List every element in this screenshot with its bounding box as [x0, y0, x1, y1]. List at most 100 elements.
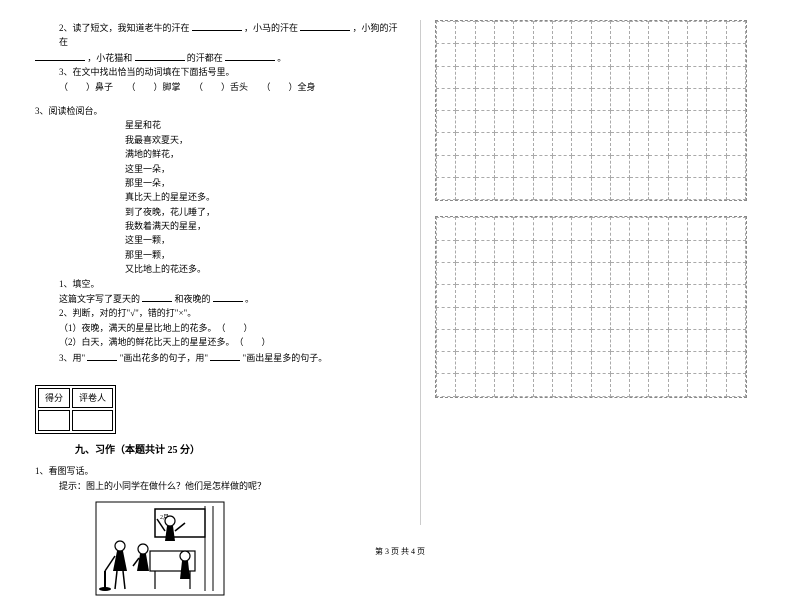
writing-cell[interactable]	[494, 218, 513, 240]
writing-cell[interactable]	[533, 133, 552, 155]
writing-cell[interactable]	[610, 88, 629, 110]
writing-cell[interactable]	[475, 66, 494, 88]
writing-cell[interactable]	[475, 44, 494, 66]
writing-cell[interactable]	[494, 178, 513, 200]
writing-cell[interactable]	[552, 178, 571, 200]
writing-cell[interactable]	[456, 22, 475, 44]
blank-field[interactable]	[135, 50, 185, 61]
writing-cell[interactable]	[591, 262, 610, 284]
writing-cell[interactable]	[610, 240, 629, 262]
writing-cell[interactable]	[630, 218, 649, 240]
writing-cell[interactable]	[630, 374, 649, 396]
writing-cell[interactable]	[707, 155, 726, 177]
blank-field[interactable]	[35, 50, 85, 61]
writing-cell[interactable]	[572, 178, 591, 200]
writing-cell[interactable]	[552, 329, 571, 351]
writing-cell[interactable]	[494, 352, 513, 374]
writing-cell[interactable]	[533, 240, 552, 262]
writing-cell[interactable]	[649, 133, 668, 155]
writing-cell[interactable]	[707, 240, 726, 262]
writing-cell[interactable]	[688, 218, 707, 240]
writing-cell[interactable]	[726, 329, 745, 351]
writing-cell[interactable]	[552, 218, 571, 240]
writing-cell[interactable]	[707, 374, 726, 396]
writing-cell[interactable]	[572, 218, 591, 240]
writing-cell[interactable]	[668, 155, 687, 177]
blank-field[interactable]	[210, 350, 240, 361]
writing-cell[interactable]	[668, 352, 687, 374]
writing-cell[interactable]	[630, 66, 649, 88]
writing-cell[interactable]	[494, 111, 513, 133]
writing-cell[interactable]	[572, 111, 591, 133]
writing-cell[interactable]	[649, 374, 668, 396]
writing-cell[interactable]	[591, 44, 610, 66]
writing-cell[interactable]	[591, 307, 610, 329]
writing-cell[interactable]	[630, 88, 649, 110]
writing-cell[interactable]	[494, 374, 513, 396]
writing-cell[interactable]	[552, 66, 571, 88]
writing-cell[interactable]	[688, 111, 707, 133]
writing-cell[interactable]	[514, 374, 533, 396]
writing-cell[interactable]	[533, 218, 552, 240]
writing-cell[interactable]	[591, 111, 610, 133]
writing-cell[interactable]	[552, 285, 571, 307]
writing-cell[interactable]	[494, 22, 513, 44]
writing-cell[interactable]	[494, 307, 513, 329]
writing-cell[interactable]	[533, 44, 552, 66]
writing-cell[interactable]	[456, 66, 475, 88]
writing-cell[interactable]	[610, 178, 629, 200]
writing-cell[interactable]	[456, 44, 475, 66]
writing-cell[interactable]	[610, 44, 629, 66]
writing-cell[interactable]	[514, 329, 533, 351]
writing-cell[interactable]	[630, 329, 649, 351]
writing-cell[interactable]	[552, 155, 571, 177]
writing-cell[interactable]	[726, 111, 745, 133]
blank-field[interactable]	[87, 350, 117, 361]
writing-grid-1[interactable]	[435, 20, 747, 201]
writing-cell[interactable]	[591, 240, 610, 262]
writing-cell[interactable]	[552, 262, 571, 284]
writing-cell[interactable]	[726, 307, 745, 329]
writing-cell[interactable]	[649, 66, 668, 88]
writing-cell[interactable]	[688, 133, 707, 155]
writing-cell[interactable]	[437, 352, 456, 374]
writing-cell[interactable]	[610, 329, 629, 351]
writing-cell[interactable]	[688, 240, 707, 262]
writing-cell[interactable]	[610, 307, 629, 329]
writing-cell[interactable]	[688, 374, 707, 396]
writing-cell[interactable]	[572, 22, 591, 44]
writing-cell[interactable]	[707, 285, 726, 307]
writing-cell[interactable]	[533, 178, 552, 200]
writing-cell[interactable]	[630, 285, 649, 307]
writing-cell[interactable]	[688, 88, 707, 110]
writing-cell[interactable]	[591, 329, 610, 351]
writing-cell[interactable]	[591, 285, 610, 307]
writing-cell[interactable]	[668, 329, 687, 351]
writing-cell[interactable]	[630, 352, 649, 374]
writing-cell[interactable]	[514, 88, 533, 110]
writing-cell[interactable]	[533, 352, 552, 374]
writing-cell[interactable]	[437, 307, 456, 329]
writing-cell[interactable]	[726, 352, 745, 374]
writing-cell[interactable]	[591, 88, 610, 110]
writing-cell[interactable]	[552, 22, 571, 44]
writing-cell[interactable]	[668, 133, 687, 155]
writing-cell[interactable]	[668, 307, 687, 329]
writing-cell[interactable]	[475, 374, 494, 396]
writing-cell[interactable]	[456, 329, 475, 351]
writing-cell[interactable]	[572, 133, 591, 155]
writing-grid-2[interactable]	[435, 216, 747, 397]
writing-cell[interactable]	[437, 178, 456, 200]
writing-cell[interactable]	[668, 111, 687, 133]
score-cell[interactable]	[38, 410, 70, 430]
writing-cell[interactable]	[494, 44, 513, 66]
writing-cell[interactable]	[437, 155, 456, 177]
writing-cell[interactable]	[552, 307, 571, 329]
writing-cell[interactable]	[707, 352, 726, 374]
writing-cell[interactable]	[437, 374, 456, 396]
writing-cell[interactable]	[726, 374, 745, 396]
writing-cell[interactable]	[591, 178, 610, 200]
writing-cell[interactable]	[610, 285, 629, 307]
writing-cell[interactable]	[533, 22, 552, 44]
blank-field[interactable]	[225, 50, 275, 61]
